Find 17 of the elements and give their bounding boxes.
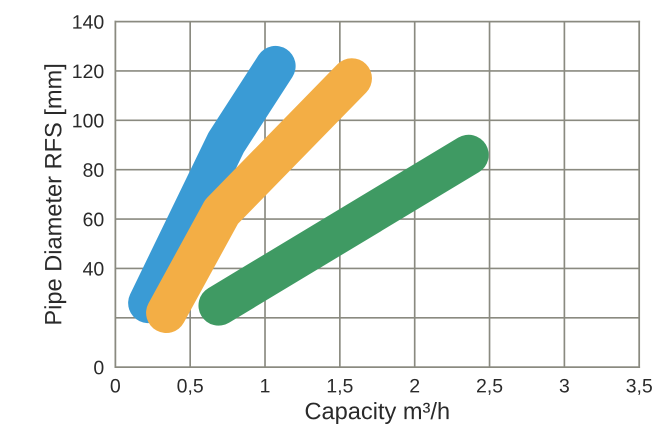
y-tick-label: 120 [73,64,104,78]
x-tick-label: 3,5 [626,378,652,395]
x-tick-label: 1 [261,379,270,392]
y-axis-title: Pipe Diameter RFS [mm] [44,64,66,324]
x-tick-label: 1,5 [328,379,353,395]
x-tick-label: 2 [410,378,420,392]
y-tick-label: 40 [83,262,104,276]
y-tick-label: 100 [73,114,104,128]
y-tick-label: 0 [94,360,104,374]
x-tick-label: 3 [560,378,569,393]
y-tick-label: 60 [84,212,104,226]
x-axis-title: Capacity m³/h [306,402,449,424]
x-tick-label: 0,5 [177,378,203,395]
x-tick-label: 2,5 [477,378,502,395]
y-tick-label: 140 [73,15,104,29]
y-tick-label: 80 [83,163,104,177]
x-tick-label: 0 [110,378,120,393]
